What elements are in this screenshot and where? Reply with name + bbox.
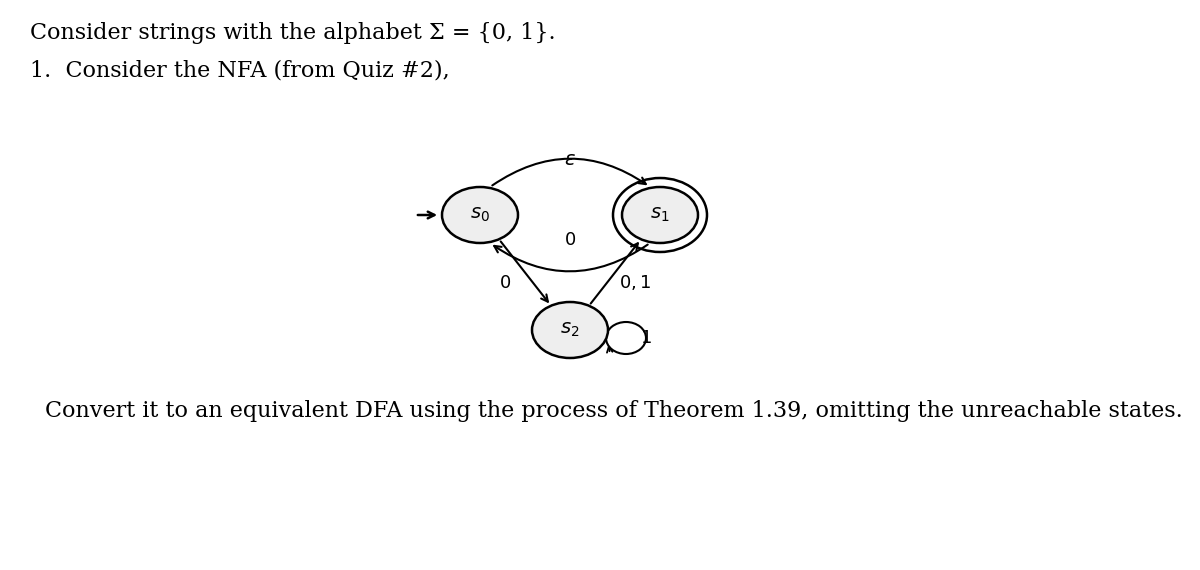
- Text: $s_2$: $s_2$: [560, 321, 580, 339]
- Text: Convert it to an equivalent DFA using the process of Theorem 1.39, omitting the : Convert it to an equivalent DFA using th…: [46, 400, 1183, 422]
- Text: $s_0$: $s_0$: [470, 206, 490, 224]
- Text: $0$: $0$: [499, 274, 511, 292]
- Text: $0,1$: $0,1$: [619, 274, 652, 292]
- Text: $\varepsilon$: $\varepsilon$: [564, 151, 576, 169]
- Text: Consider strings with the alphabet Σ = {0, 1}.: Consider strings with the alphabet Σ = {…: [30, 22, 556, 44]
- Ellipse shape: [622, 187, 698, 243]
- Text: $1$: $1$: [640, 329, 652, 347]
- Text: $0$: $0$: [564, 231, 576, 249]
- Ellipse shape: [532, 302, 608, 358]
- Ellipse shape: [442, 187, 518, 243]
- Text: $s_1$: $s_1$: [650, 206, 670, 224]
- Text: 1.  Consider the NFA (from Quiz #2),: 1. Consider the NFA (from Quiz #2),: [30, 60, 450, 82]
